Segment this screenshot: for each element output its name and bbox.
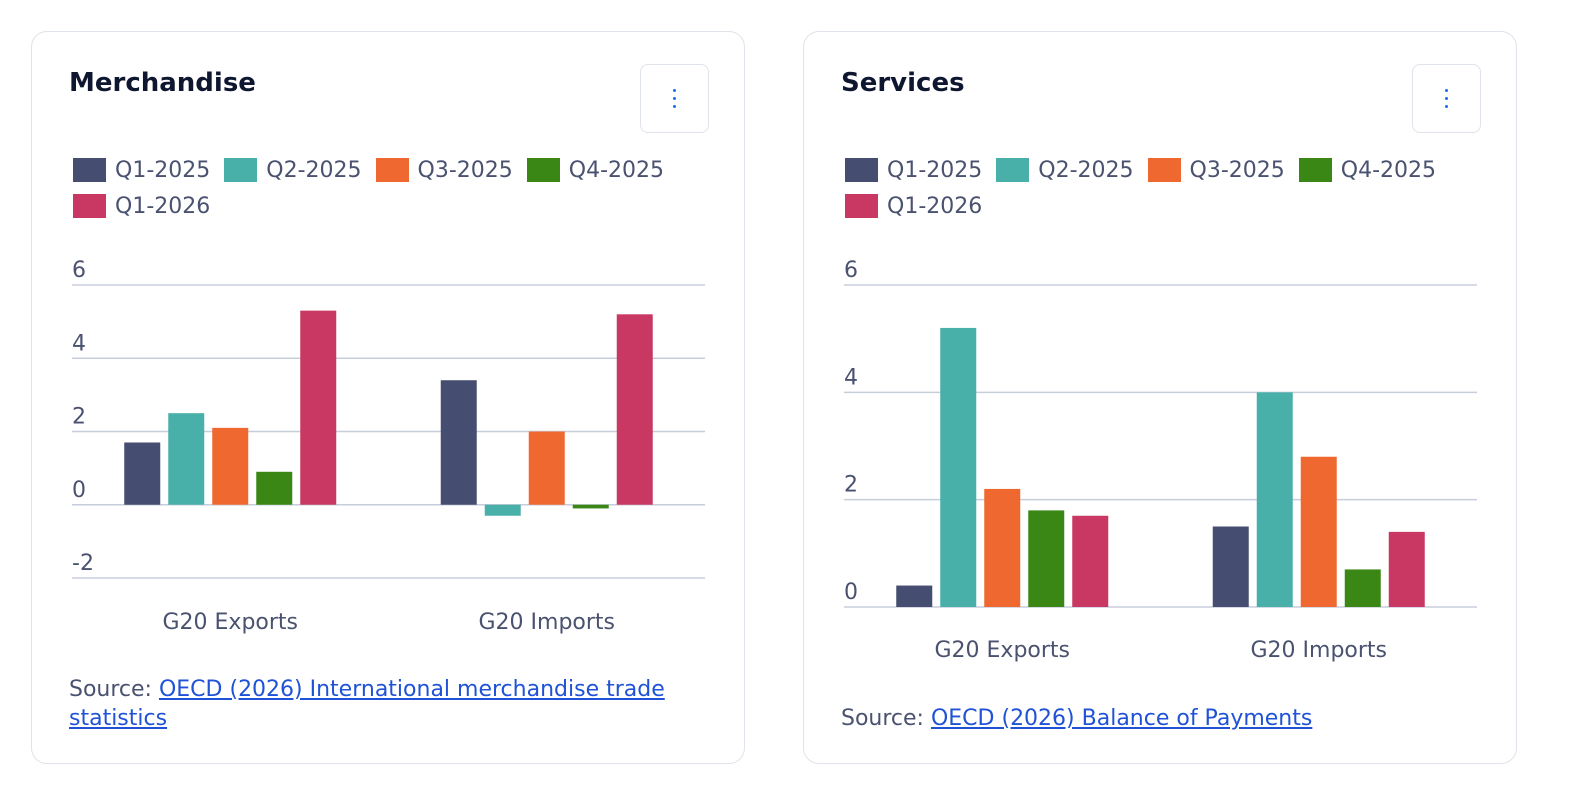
bar[interactable] xyxy=(1028,510,1065,607)
card-title: Services xyxy=(841,68,965,98)
chart-menu-button[interactable] xyxy=(640,64,709,133)
bar[interactable] xyxy=(484,504,521,516)
merchandise-bar-chart: -2 0 2 4 6 G20 Exports G20 Imports xyxy=(72,258,705,635)
bar[interactable] xyxy=(1256,392,1293,607)
y-tick-label: 4 xyxy=(72,331,86,356)
more-vertical-icon xyxy=(1445,89,1448,108)
legend-item[interactable]: Q4-2025 xyxy=(1298,157,1436,183)
x-category-label: G20 Imports xyxy=(478,610,615,635)
legend-item[interactable]: Q3-2025 xyxy=(1147,157,1285,183)
services-bar-chart: 0 2 4 6 G20 Exports G20 Imports xyxy=(844,258,1477,663)
source-link[interactable]: OECD (2026) International merchandise tr… xyxy=(69,677,665,731)
y-tick-label: 6 xyxy=(844,258,858,283)
legend-swatch xyxy=(526,158,560,182)
x-category-label: G20 Imports xyxy=(1250,638,1387,663)
legend-item[interactable]: Q1-2025 xyxy=(845,157,983,183)
bar[interactable] xyxy=(1212,526,1249,608)
bar[interactable] xyxy=(124,442,161,505)
legend-label: Q1-2025 xyxy=(115,157,211,183)
bar[interactable] xyxy=(300,310,337,505)
bar[interactable] xyxy=(940,327,977,607)
bar[interactable] xyxy=(256,471,293,505)
source-prefix: Source: xyxy=(841,706,931,731)
legend-label: Q4-2025 xyxy=(1340,157,1436,183)
bar[interactable] xyxy=(528,431,565,505)
legend-swatch xyxy=(1298,158,1332,182)
legend-label: Q1-2026 xyxy=(115,193,211,219)
y-tick-label: -2 xyxy=(72,551,94,576)
legend-label: Q3-2025 xyxy=(1189,157,1285,183)
legend-swatch xyxy=(73,158,106,182)
legend-swatch xyxy=(375,158,409,182)
bar[interactable] xyxy=(440,380,477,505)
y-tick-label: 0 xyxy=(72,478,86,503)
more-vertical-icon xyxy=(673,89,676,108)
legend-item[interactable]: Q2-2025 xyxy=(996,157,1134,183)
y-tick-label: 6 xyxy=(72,258,86,283)
source-prefix: Source: xyxy=(69,677,159,702)
legend-swatch xyxy=(845,158,878,182)
y-tick-label: 2 xyxy=(844,473,858,498)
source-link[interactable]: OECD (2026) Balance of Payments xyxy=(930,706,1313,731)
bar[interactable] xyxy=(1300,456,1337,607)
y-tick-label: 4 xyxy=(844,365,858,390)
bar[interactable] xyxy=(572,504,609,509)
bar[interactable] xyxy=(1344,569,1381,607)
legend-label: Q1-2025 xyxy=(887,157,983,183)
x-category-label: G20 Exports xyxy=(934,638,1070,663)
legend-item[interactable]: Q2-2025 xyxy=(224,157,362,183)
legend-swatch xyxy=(1147,158,1181,182)
legend-label: Q4-2025 xyxy=(568,157,664,183)
source-note: Source: OECD (2026) International mercha… xyxy=(69,675,689,733)
legend-label: Q2-2025 xyxy=(266,157,362,183)
bar[interactable] xyxy=(616,314,653,505)
services-card: Services Q1-2025 Q2-2025 Q3-2025 Q4-2025 Q1-… xyxy=(803,31,1517,764)
bar[interactable] xyxy=(984,488,1021,607)
bar[interactable] xyxy=(1072,515,1109,607)
chart-legend: Q1-2025 Q2-2025 Q3-2025 Q4-2025 Q1-2026 xyxy=(845,157,1465,219)
legend-swatch xyxy=(73,194,106,218)
card-title: Merchandise xyxy=(69,68,256,98)
bar[interactable] xyxy=(212,427,249,505)
legend-item[interactable]: Q1-2026 xyxy=(845,193,983,219)
legend-swatch xyxy=(996,158,1030,182)
y-tick-label: 2 xyxy=(72,405,86,430)
legend-item[interactable]: Q4-2025 xyxy=(526,157,664,183)
chart-legend: Q1-2025 Q2-2025 Q3-2025 Q4-2025 Q1-2026 xyxy=(73,157,693,219)
y-tick-label: 0 xyxy=(844,580,858,605)
source-note: Source: OECD (2026) Balance of Payments xyxy=(841,704,1461,733)
x-category-label: G20 Exports xyxy=(162,610,298,635)
legend-swatch xyxy=(845,194,878,218)
legend-item[interactable]: Q1-2025 xyxy=(73,157,211,183)
legend-item[interactable]: Q1-2026 xyxy=(73,193,211,219)
bar[interactable] xyxy=(168,413,205,505)
merchandise-card: Merchandise Q1-2025 Q2-2025 Q3-2025 Q4-2025… xyxy=(31,31,745,764)
chart-menu-button[interactable] xyxy=(1412,64,1481,133)
legend-item[interactable]: Q3-2025 xyxy=(375,157,513,183)
bar[interactable] xyxy=(896,585,933,607)
bar[interactable] xyxy=(1388,531,1425,607)
legend-label: Q2-2025 xyxy=(1038,157,1134,183)
legend-label: Q1-2026 xyxy=(887,193,983,219)
legend-swatch xyxy=(224,158,258,182)
legend-label: Q3-2025 xyxy=(417,157,513,183)
